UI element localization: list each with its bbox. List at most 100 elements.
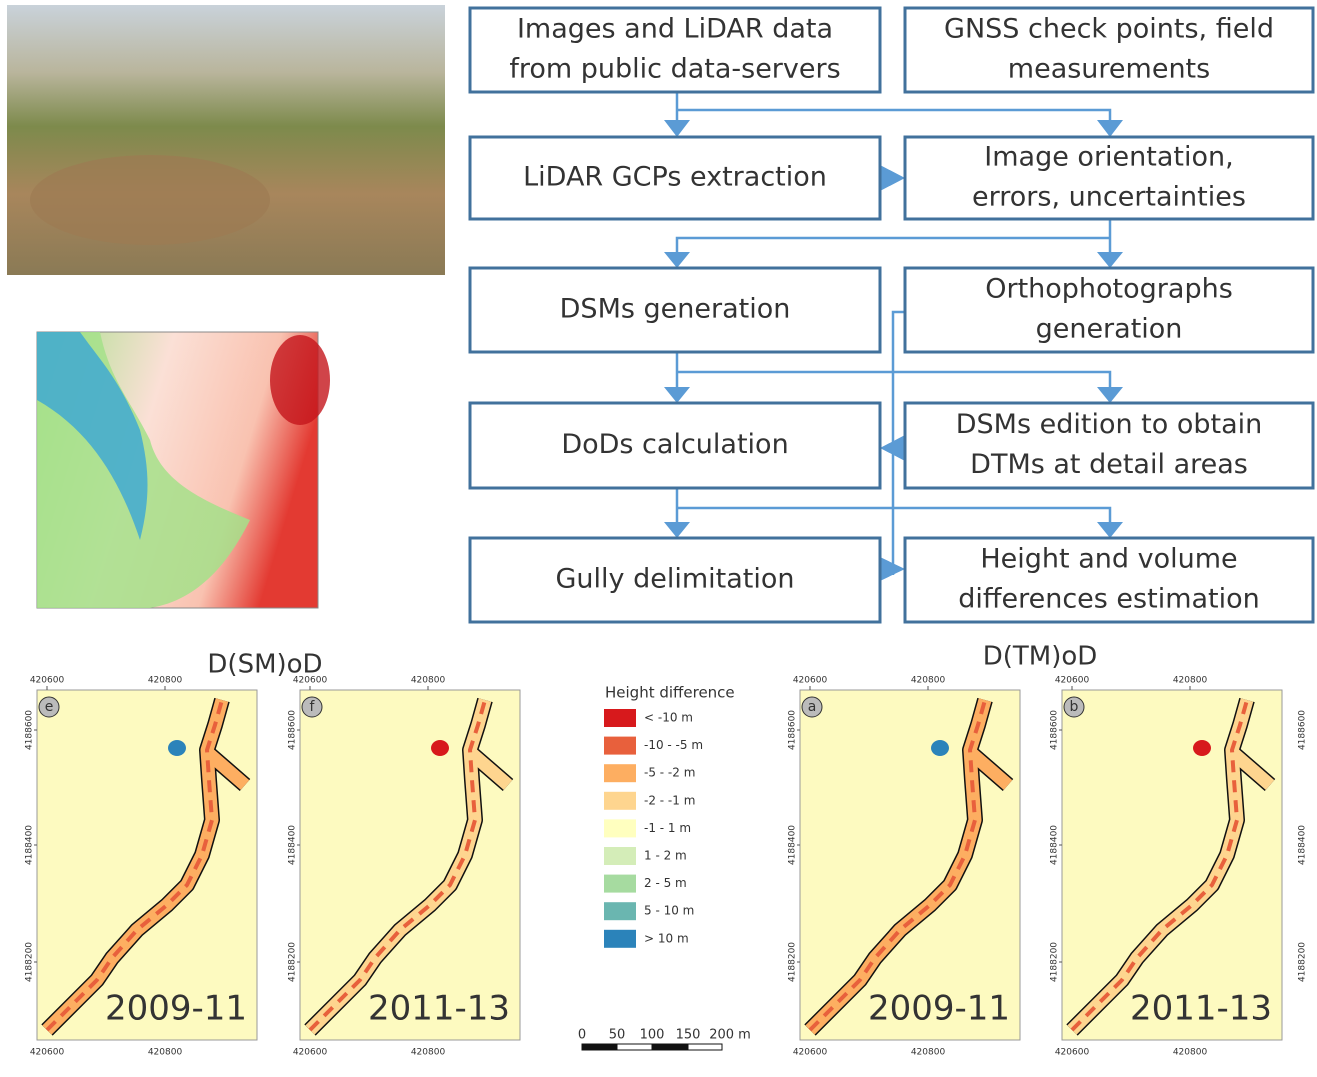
- scale-bar-label: 0: [578, 1028, 586, 1043]
- y-tick-label: 4188200: [25, 942, 35, 982]
- scale-bar-label: 50: [609, 1028, 626, 1043]
- y-tick-label: 4188400: [788, 825, 798, 865]
- gully-core: [45, 699, 224, 1032]
- flow-box: [468, 135, 882, 221]
- x-tick-label: 420800: [411, 676, 446, 686]
- legend-swatch: [604, 709, 636, 727]
- legend-label: 5 - 10 m: [644, 904, 694, 918]
- elevation-valley: [37, 332, 148, 540]
- legend-swatch: [604, 847, 636, 865]
- y-tick-label: 4188200: [288, 942, 298, 982]
- panel-period: 2011-13: [1130, 989, 1272, 1029]
- flow-box: [903, 6, 1315, 94]
- y-tick-label: 4188200: [1298, 942, 1308, 982]
- flow-box: [468, 266, 882, 354]
- dod-panel: f 2011-13 420600 420600 420800 420800 4188600 4…: [288, 676, 521, 1058]
- panel-badge: [801, 696, 823, 718]
- change-patch: [931, 740, 949, 756]
- x-tick-label: 420800: [911, 676, 946, 686]
- elevation-high: [270, 335, 330, 425]
- y-tick-label: 4188200: [1050, 942, 1060, 982]
- flow-box: [903, 536, 1315, 624]
- flow-box: [468, 401, 882, 490]
- dod-map: [1061, 689, 1283, 1041]
- y-tick-label: 4188600: [25, 710, 35, 750]
- flow-box-label: from public data-servers: [509, 54, 840, 85]
- dod-map: [299, 689, 521, 1041]
- flow-box-label: Image orientation,: [984, 142, 1233, 173]
- scale-bar-segment: [616, 1043, 653, 1051]
- y-tick-label: 4188400: [288, 825, 298, 865]
- panel-period: 2009-11: [868, 989, 1010, 1029]
- dod-panel: a 2009-11 420600 420600 420800 420800 4188600 4…: [788, 676, 1021, 1058]
- x-tick-label: 420600: [293, 1048, 328, 1058]
- legend-label: -2 - -1 m: [644, 793, 695, 807]
- flow-box-label: DoDs calculation: [561, 429, 788, 460]
- gully-core: [808, 699, 987, 1032]
- panel-badge: [301, 696, 323, 718]
- flow-box: [903, 266, 1315, 354]
- y-tick-label: 4188400: [1298, 825, 1308, 865]
- x-tick-label: 420600: [293, 676, 328, 686]
- legend-swatch: [604, 902, 636, 921]
- y-tick-label: 4188400: [1050, 825, 1060, 865]
- legend-swatch: [604, 736, 636, 755]
- x-tick-label: 420600: [793, 676, 828, 686]
- flow-box: [468, 536, 882, 624]
- legend-label: 2 - 5 m: [644, 876, 687, 890]
- x-tick-label: 420600: [1055, 1048, 1090, 1058]
- change-patch: [168, 740, 186, 756]
- dod-map: [799, 689, 1021, 1041]
- legend-swatch: [604, 819, 636, 838]
- scale-bar-segment: [687, 1043, 723, 1051]
- flow-box-label: Height and volume: [980, 544, 1237, 575]
- x-tick-label: 420600: [1055, 676, 1090, 686]
- x-tick-label: 420600: [30, 1048, 65, 1058]
- x-tick-label: 420800: [1173, 1048, 1208, 1058]
- y-tick-label: 4188600: [1050, 710, 1060, 750]
- panel-period: 2011-13: [368, 989, 510, 1029]
- legend-label: < -10 m: [644, 711, 693, 725]
- scale-bar-segment: [581, 1043, 618, 1051]
- flow-box-label: Images and LiDAR data: [517, 14, 833, 45]
- flow-box-label: Gully delimitation: [555, 564, 794, 595]
- panel-group-title: D(TM)oD: [983, 642, 1098, 672]
- flow-box-label: generation: [1036, 314, 1183, 345]
- dod-panel: e 2009-11 420600 420600 420800 420800 4188600 4…: [25, 676, 258, 1058]
- panel-letter: f: [310, 699, 316, 715]
- x-tick-label: 420800: [148, 1048, 183, 1058]
- flow-box-label: differences estimation: [958, 584, 1260, 615]
- x-tick-label: 420800: [1173, 676, 1208, 686]
- scale-bar-segment: [651, 1043, 689, 1051]
- panel-period: 2009-11: [105, 989, 247, 1029]
- flow-box-label: Orthophotographs: [985, 274, 1233, 305]
- y-tick-label: 4188400: [25, 825, 35, 865]
- flow-box-label: errors, uncertainties: [972, 182, 1246, 213]
- panel-letter: e: [45, 699, 54, 715]
- flow-box-label: DSMs edition to obtain: [956, 409, 1263, 440]
- panel-badge: [38, 696, 60, 718]
- change-patch: [431, 740, 449, 756]
- flow-box: [903, 135, 1315, 221]
- scale-bar-label: 100: [640, 1028, 665, 1043]
- flow-box: [903, 401, 1315, 490]
- gully-core: [1070, 699, 1249, 1032]
- x-tick-label: 420800: [411, 1048, 446, 1058]
- flow-box: [468, 6, 882, 94]
- legend-label: -10 - -5 m: [644, 738, 703, 752]
- scale-bar-label: 200 m: [709, 1028, 751, 1043]
- legend-swatch: [604, 874, 636, 893]
- legend-label: -1 - 1 m: [644, 821, 691, 835]
- legend-swatch: [604, 791, 636, 810]
- flow-box-label: DTMs at detail areas: [970, 449, 1248, 480]
- legend-title: Height difference: [605, 684, 735, 702]
- dod-panel: b 2011-13 420600 420600 420800 420800 4188600 4…: [1050, 676, 1308, 1058]
- y-tick-label: 4188600: [288, 710, 298, 750]
- legend-swatch: [604, 764, 636, 783]
- photo-gully: [30, 155, 270, 245]
- legend-label: -5 - -2 m: [644, 766, 695, 780]
- flowchart-connectors: [664, 92, 1123, 581]
- dod-map: [36, 689, 258, 1041]
- panel-badge: [1063, 696, 1085, 718]
- legend-label: 1 - 2 m: [644, 849, 687, 863]
